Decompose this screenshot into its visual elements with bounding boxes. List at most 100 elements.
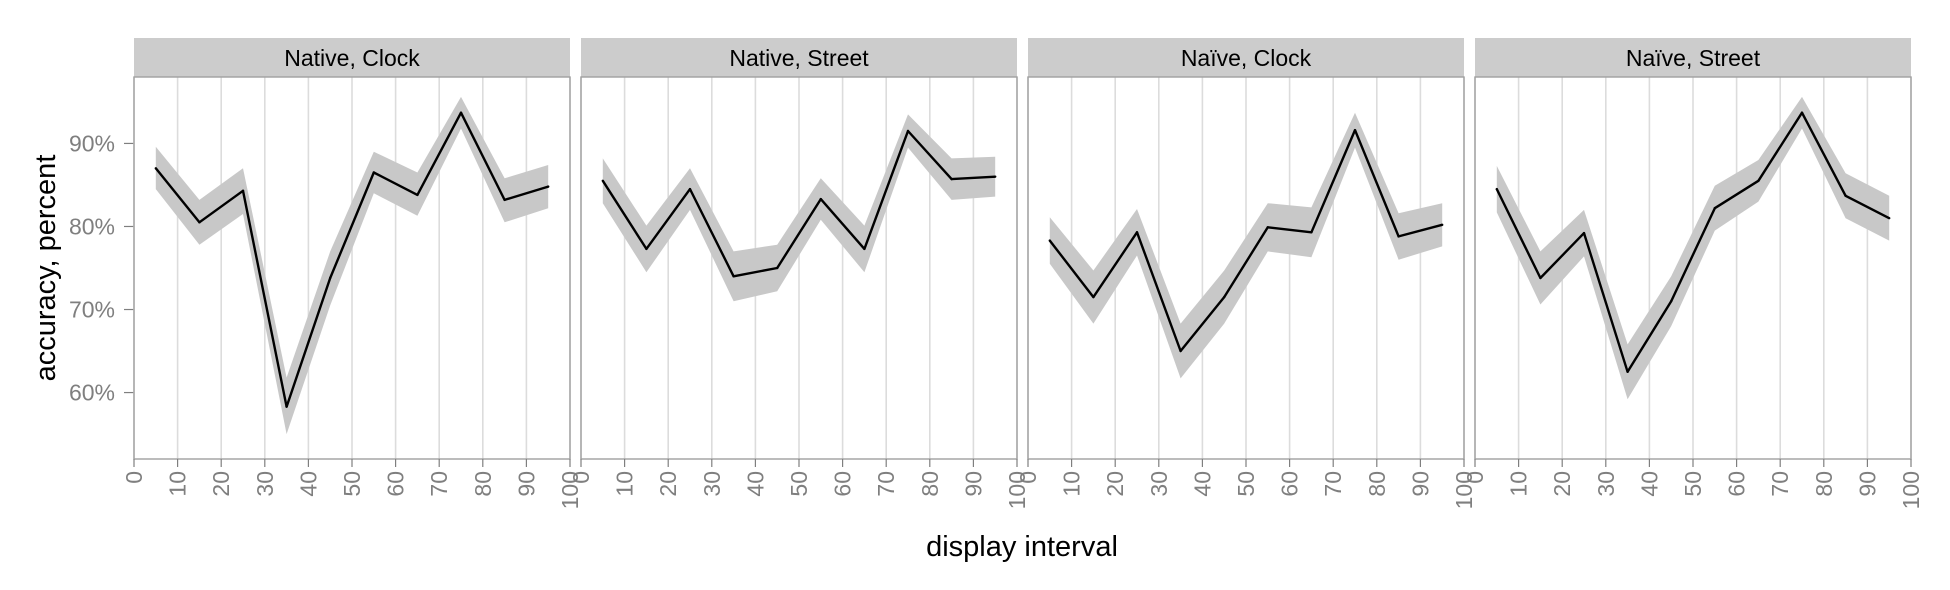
x-tick-label: 80 xyxy=(917,471,943,497)
x-tick-label: 10 xyxy=(612,471,638,497)
data-point xyxy=(285,405,288,408)
data-point xyxy=(994,175,997,178)
data-point xyxy=(863,247,866,251)
panel: Naïve, Street 0 10 20 30 40 50 60 70 80 90 100 xyxy=(1462,38,1924,509)
y-tick-label: 70% xyxy=(69,297,115,323)
data-point xyxy=(1223,295,1226,299)
x-tick-label: 70 xyxy=(1320,471,1346,497)
data-point xyxy=(198,221,201,224)
series-line xyxy=(601,129,996,278)
data-point xyxy=(1757,179,1760,183)
data-point xyxy=(1626,370,1629,374)
data-point xyxy=(1397,235,1400,238)
x-tick-label: 10 xyxy=(1059,471,1085,497)
data-point xyxy=(950,177,953,181)
data-point xyxy=(1539,276,1542,280)
data-point xyxy=(547,185,550,188)
y-tick-label: 60% xyxy=(69,380,115,406)
data-point xyxy=(1353,128,1357,132)
x-tick-label: 100 xyxy=(1004,471,1030,509)
x-tick-label: 50 xyxy=(1680,471,1706,497)
x-tick-label: 60 xyxy=(1277,471,1303,497)
data-point xyxy=(601,179,604,183)
series-line xyxy=(1495,111,1890,373)
confidence-band xyxy=(1049,112,1443,379)
x-tick-label: 50 xyxy=(339,471,365,497)
data-point xyxy=(241,189,245,192)
x-tick-label: 90 xyxy=(513,471,539,497)
x-tick-label: 100 xyxy=(1451,471,1477,509)
panel-strip-label: Native, Street xyxy=(729,45,869,71)
confidence-band xyxy=(1496,96,1890,400)
panel-strip-label: Naïve, Street xyxy=(1626,45,1761,71)
x-tick-label: 0 xyxy=(121,471,147,484)
panel-strip-label: Naïve, Clock xyxy=(1181,45,1312,71)
data-point xyxy=(416,193,419,197)
x-tick-label: 40 xyxy=(1636,471,1662,497)
data-point xyxy=(1800,111,1804,114)
x-axis-title: display interval xyxy=(926,531,1118,563)
series-line xyxy=(1048,128,1443,353)
x-tick-label: 0 xyxy=(568,471,594,484)
x-tick-label: 30 xyxy=(699,471,725,497)
data-point xyxy=(1179,349,1182,353)
data-point xyxy=(1844,194,1847,197)
data-point xyxy=(503,198,506,202)
x-tick-label: 30 xyxy=(1593,471,1619,497)
data-point xyxy=(459,111,463,114)
x-tick-label: 80 xyxy=(470,471,496,497)
x-tick-label: 10 xyxy=(165,471,191,497)
x-tick-label: 0 xyxy=(1462,471,1488,484)
x-tick-label: 40 xyxy=(742,471,768,497)
x-tick-label: 70 xyxy=(873,471,899,497)
x-tick-label: 70 xyxy=(426,471,452,497)
data-point xyxy=(1888,216,1891,220)
data-point xyxy=(645,247,648,251)
panel: Naïve, Clock 0 10 20 30 40 50 60 70 80 90 100 xyxy=(1015,38,1477,509)
data-point xyxy=(1135,231,1139,234)
x-tick-label: 50 xyxy=(786,471,812,497)
data-point xyxy=(1582,231,1586,235)
data-point xyxy=(1670,300,1673,303)
x-tick-label: 70 xyxy=(1767,471,1793,497)
x-tick-label: 90 xyxy=(1407,471,1433,497)
data-point xyxy=(688,187,692,191)
x-tick-label: 60 xyxy=(383,471,409,497)
data-point xyxy=(154,167,157,170)
x-tick-label: 60 xyxy=(830,471,856,497)
panel: Native, Clock 0 10 20 30 40 50 60 70 80 90 100 xyxy=(121,38,583,509)
x-tick-label: 50 xyxy=(1233,471,1259,497)
x-tick-label: 80 xyxy=(1811,471,1837,497)
x-tick-label: 10 xyxy=(1506,471,1532,497)
data-point xyxy=(1048,239,1052,242)
y-tick-label: 90% xyxy=(69,130,115,156)
x-tick-label: 100 xyxy=(1898,471,1924,509)
panel-strip xyxy=(581,38,1017,77)
panel-strip xyxy=(134,38,570,77)
data-point xyxy=(906,129,910,133)
panel-strip xyxy=(1475,38,1911,77)
x-tick-label: 30 xyxy=(1146,471,1172,497)
x-tick-label: 90 xyxy=(1854,471,1880,497)
series-line xyxy=(154,111,549,408)
y-tick-label: 80% xyxy=(69,213,115,239)
panel-strip xyxy=(1028,38,1464,77)
data-point xyxy=(372,171,375,174)
panel: Native, Street 0 10 20 30 40 50 60 70 80 90 100 xyxy=(568,38,1030,509)
x-tick-label: 60 xyxy=(1724,471,1750,497)
x-tick-label: 90 xyxy=(960,471,986,497)
data-point xyxy=(776,266,779,270)
y-axis-title: accuracy, percent xyxy=(30,155,62,382)
x-tick-label: 20 xyxy=(1102,471,1128,497)
data-point xyxy=(819,197,822,201)
data-point xyxy=(1266,226,1270,229)
data-point xyxy=(732,275,735,278)
x-tick-label: 20 xyxy=(655,471,681,497)
data-point xyxy=(1310,231,1313,234)
data-point xyxy=(1713,207,1717,210)
data-point xyxy=(1092,295,1095,299)
data-point xyxy=(329,276,332,280)
x-tick-label: 80 xyxy=(1364,471,1390,497)
